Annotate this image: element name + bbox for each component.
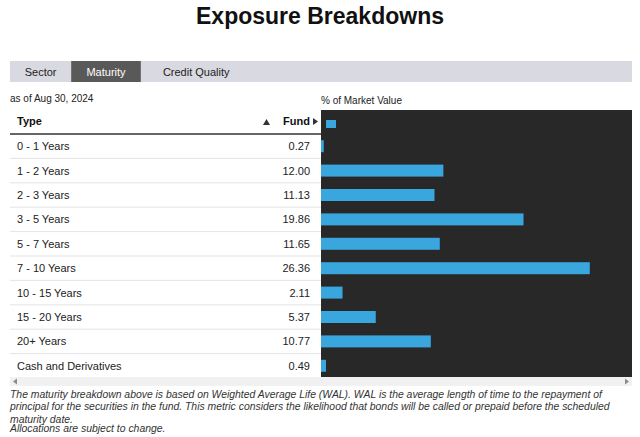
bar <box>321 165 443 177</box>
value-label: 12.00 <box>282 165 310 177</box>
value-label: 0.27 <box>289 140 310 152</box>
expand-icon <box>313 118 318 125</box>
row-rule <box>10 256 321 257</box>
bar <box>321 287 343 299</box>
bar <box>321 360 326 372</box>
bar <box>321 140 324 152</box>
row-rule <box>10 280 321 281</box>
bar <box>321 213 524 225</box>
row-rule <box>10 329 321 330</box>
scroll-arrow <box>625 379 629 385</box>
category-label: Cash and Derivatives <box>17 360 122 372</box>
value-label: 11.65 <box>283 238 310 250</box>
bar <box>321 262 590 274</box>
value-label: 5.37 <box>289 311 310 323</box>
title: Exposure Breakdowns <box>196 3 444 29</box>
row-rule <box>10 158 321 159</box>
bar <box>321 311 376 323</box>
category-label: 10 - 15 Years <box>17 287 82 299</box>
bar <box>321 335 431 347</box>
category-label: 0 - 1 Years <box>17 140 70 152</box>
category-label: 5 - 7 Years <box>17 238 70 250</box>
legend-swatch <box>326 120 336 128</box>
category-label: 20+ Years <box>17 335 67 347</box>
category-label: 2 - 3 Years <box>17 189 70 201</box>
subtitle: as of Aug 30, 2024 <box>10 93 94 104</box>
header-rule <box>10 133 321 135</box>
footnote: Allocations are subject to change. <box>10 423 634 435</box>
tab-label[interactable]: Sector <box>25 66 57 78</box>
active-tab[interactable] <box>71 61 141 82</box>
sort-icon <box>263 119 270 125</box>
bar <box>321 189 434 201</box>
tab-label[interactable]: Maturity <box>86 66 126 78</box>
value-label: 19.86 <box>282 213 310 225</box>
value-label: 11.13 <box>283 189 310 201</box>
bars <box>321 140 590 372</box>
scrollbar <box>10 377 632 386</box>
value-label: 0.49 <box>289 360 310 372</box>
value-label: 2.11 <box>289 287 310 299</box>
plot-area <box>321 110 632 385</box>
footnote: The maturity breakdown above is based on… <box>10 389 634 426</box>
tab-label[interactable]: Credit Quality <box>163 66 230 78</box>
category-label: 7 - 10 Years <box>17 262 76 274</box>
row-rule <box>10 353 321 354</box>
value-label: 26.36 <box>282 262 310 274</box>
bar <box>321 238 440 250</box>
scroll-arrow <box>13 379 17 385</box>
category-label: 15 - 20 Years <box>17 311 82 323</box>
category-label: 3 - 5 Years <box>17 213 70 225</box>
chart-root: Exposure Breakdowns Sector Maturity Credit … <box>0 0 640 437</box>
column-header[interactable]: Type <box>17 115 42 127</box>
row-rule <box>10 207 321 208</box>
tab-bar <box>10 61 632 82</box>
value-label: 10.77 <box>282 335 310 347</box>
row-rule <box>10 231 321 232</box>
row-rule <box>10 304 321 305</box>
category-label: 1 - 2 Years <box>17 165 70 177</box>
legend-label: Fund <box>283 115 310 127</box>
x-axis-label: % of Market Value <box>321 95 402 106</box>
row-rule <box>10 182 321 183</box>
